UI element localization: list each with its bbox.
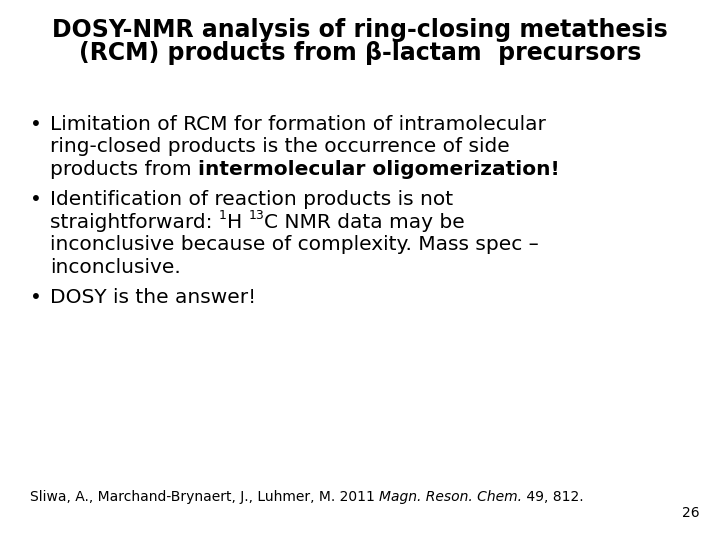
Text: •: • <box>30 115 42 134</box>
Text: H: H <box>227 213 248 232</box>
Text: 26: 26 <box>683 506 700 520</box>
Text: ring-closed products is the occurrence of side: ring-closed products is the occurrence o… <box>50 138 510 157</box>
Text: inconclusive because of complexity. Mass spec –: inconclusive because of complexity. Mass… <box>50 235 539 254</box>
Text: (RCM) products from β-lactam  precursors: (RCM) products from β-lactam precursors <box>78 41 642 65</box>
Text: straightforward:: straightforward: <box>50 213 219 232</box>
Text: DOSY-NMR analysis of ring-closing metathesis: DOSY-NMR analysis of ring-closing metath… <box>52 18 668 42</box>
Text: C NMR data may be: C NMR data may be <box>264 213 465 232</box>
Text: Sliwa, A., Marchand-Brynaert, J., Luhmer, M. 2011: Sliwa, A., Marchand-Brynaert, J., Luhmer… <box>30 490 379 504</box>
Text: Identification of reaction products is not: Identification of reaction products is n… <box>50 191 453 210</box>
Text: •: • <box>30 288 42 307</box>
Text: 1: 1 <box>219 208 227 221</box>
Text: •: • <box>30 191 42 210</box>
Text: Limitation of RCM for formation of intramolecular: Limitation of RCM for formation of intra… <box>50 115 546 134</box>
Text: Magn. Reson. Chem.: Magn. Reson. Chem. <box>379 490 522 504</box>
Text: 49, 812.: 49, 812. <box>522 490 584 504</box>
Text: inconclusive.: inconclusive. <box>50 258 181 277</box>
Text: 13: 13 <box>248 208 264 221</box>
Text: DOSY is the answer!: DOSY is the answer! <box>50 288 256 307</box>
Text: products from: products from <box>50 160 198 179</box>
Text: intermolecular oligomerization!: intermolecular oligomerization! <box>198 160 559 179</box>
